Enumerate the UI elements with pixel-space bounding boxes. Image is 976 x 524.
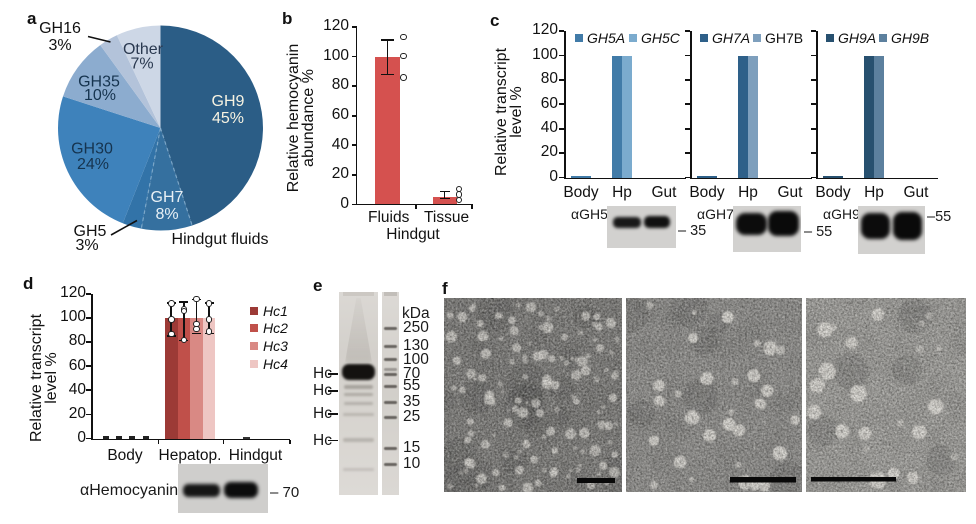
svg-text:GH35: GH35 [78,74,120,91]
svg-text:10%: 10% [84,87,116,104]
svg-text:8%: 8% [155,206,178,223]
svg-text:GH30: GH30 [71,141,113,158]
svg-text:3%: 3% [48,37,71,54]
svg-text:45%: 45% [212,110,244,127]
svg-text:GH16: GH16 [39,20,81,37]
svg-text:3%: 3% [75,237,98,254]
svg-text:24%: 24% [77,156,109,173]
svg-text:GH5: GH5 [74,223,107,240]
svg-text:Hindgut fluids: Hindgut fluids [172,231,269,248]
svg-text:7%: 7% [130,56,153,73]
svg-text:GH9: GH9 [212,93,245,110]
svg-text:Other: Other [123,41,164,58]
svg-text:GH7: GH7 [151,189,184,206]
